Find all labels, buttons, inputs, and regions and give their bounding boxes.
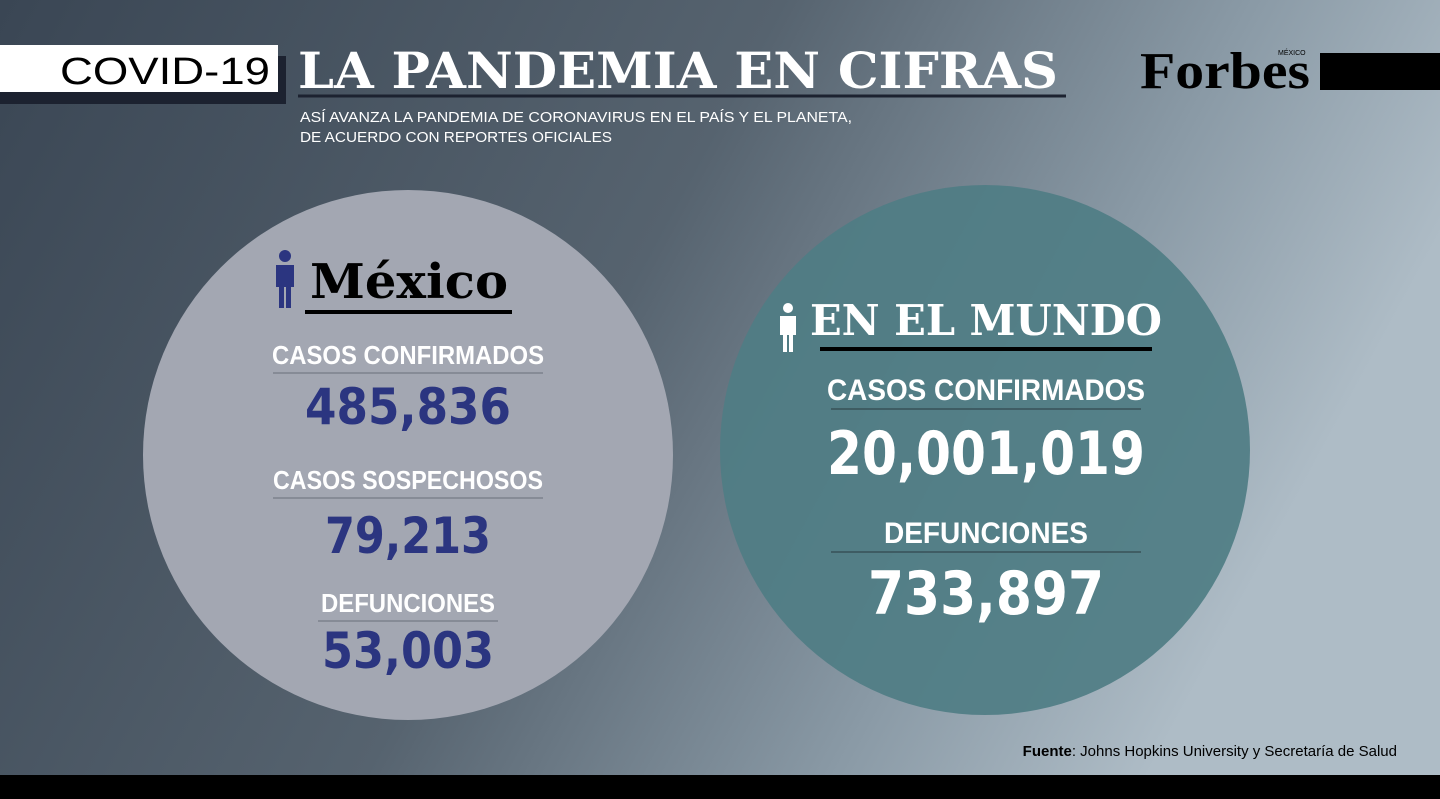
person-icon (276, 250, 294, 308)
person-icon (780, 303, 796, 352)
title: LA PANDEMIA EN CIFRAS (298, 41, 1058, 100)
tag-box (0, 45, 278, 92)
stat-value: 20,001,019 (827, 419, 1145, 489)
subtitle: DE ACUERDO CON REPORTES OFICIALES (300, 129, 612, 146)
brand: Forbes (1140, 43, 1310, 100)
subtitle: ASÍ AVANZA LA PANDEMIA DE CORONAVIRUS EN… (300, 109, 852, 126)
tag: COVID-19 (60, 51, 270, 93)
world-title: EN EL MUNDO (810, 296, 1162, 345)
stat-label: CASOS CONFIRMADOS (827, 374, 1145, 407)
stat-label: CASOS SOSPECHOSOS (273, 465, 543, 495)
source: Fuente: Johns Hopkins University y Secre… (1023, 743, 1397, 760)
stat-value: 485,836 (305, 378, 511, 436)
mexico-circle (143, 190, 673, 720)
stat-label: DEFUNCIONES (321, 588, 495, 618)
world-stats: CASOS CONFIRMADOS 20,001,019 DEFUNCIONES 73… (827, 374, 1145, 629)
stat-value: 79,213 (325, 507, 491, 565)
mexico-title: México (310, 254, 508, 310)
source-text: : Johns Hopkins University y Secretaría … (1072, 743, 1397, 760)
source-label: Fuente (1023, 743, 1072, 760)
mexico-stats: CASOS CONFIRMADOS 485,836 CASOS SOSPECHOSO… (272, 340, 544, 680)
brand-edition: MÉXICO (1278, 48, 1306, 57)
world-circle (720, 185, 1250, 715)
stat-label: DEFUNCIONES (884, 517, 1088, 550)
brand-bar (1320, 53, 1440, 90)
bottom-bar (0, 775, 1440, 799)
stat-value: 53,003 (322, 622, 494, 680)
stat-value: 733,897 (868, 559, 1104, 629)
stat-label: CASOS CONFIRMADOS (272, 340, 544, 370)
